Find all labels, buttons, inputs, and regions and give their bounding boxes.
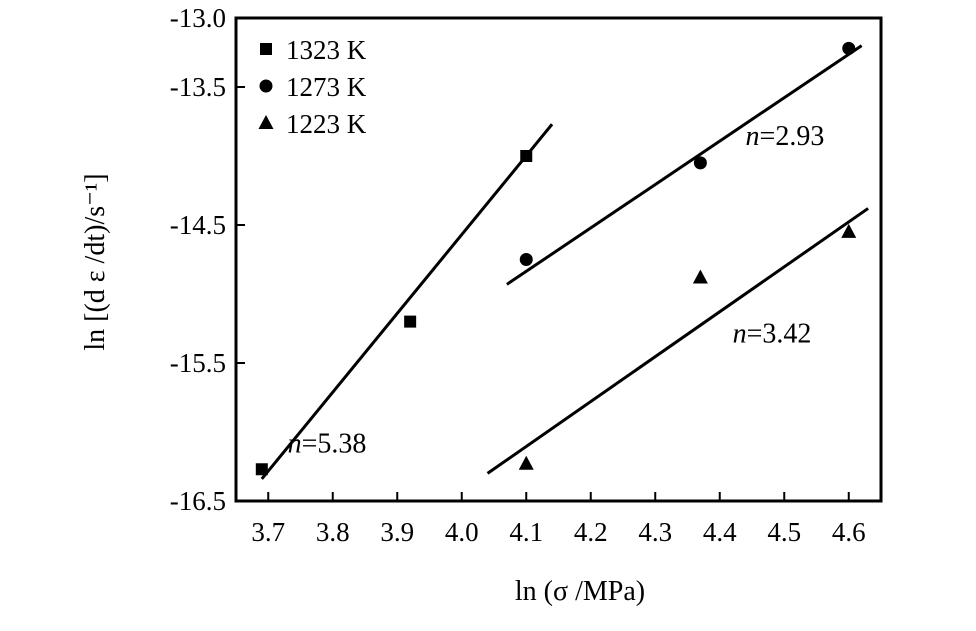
x-tick-label: 4.1 [509, 517, 543, 547]
data-point-triangle [518, 455, 534, 470]
data-point-square [404, 315, 417, 328]
y-tick-label: -13.5 [170, 72, 226, 102]
x-tick-label: 3.9 [380, 517, 414, 547]
data-point-circle [693, 156, 707, 170]
y-tick-label: -13.0 [170, 3, 226, 33]
slope-annotations: n=5.38n=2.93n=3.42 [288, 121, 825, 460]
slope-value: =2.93 [760, 121, 825, 152]
y-tick-label: -15.5 [170, 348, 226, 378]
y-axis-label: ln [(d ε /dt)/s⁻¹] [80, 173, 111, 350]
slope-value: =5.38 [302, 429, 367, 460]
data-point-square [520, 150, 533, 162]
slope-annotation: n=3.42 [733, 318, 812, 349]
x-axis-label: ln (σ /MPa) [515, 576, 645, 607]
legend: 1323 K 1273 K 1223 K [258, 35, 367, 139]
y-tick-label: -16.5 [170, 486, 226, 516]
slope-annotation: n=2.93 [746, 121, 825, 152]
legend-marker-circle [259, 79, 273, 93]
x-tick-label: 4.5 [767, 517, 801, 547]
legend-label: 1323 K [286, 35, 367, 65]
data-point-circle [842, 41, 856, 55]
slope-value: =3.42 [747, 318, 812, 349]
x-tick-label: 4.2 [574, 517, 608, 547]
x-tick-label: 4.4 [703, 517, 737, 547]
data-points [255, 41, 857, 476]
legend-marker-triangle [258, 115, 274, 129]
slope-symbol: n [288, 429, 302, 460]
fit-lines [260, 44, 869, 480]
data-point-square [255, 463, 268, 476]
x-tick-label: 3.7 [251, 517, 285, 547]
plot-frame [234, 16, 883, 503]
legend-label: 1273 K [286, 72, 367, 102]
x-tick-label: 4.3 [638, 517, 672, 547]
data-point-triangle [841, 223, 857, 238]
data-point-triangle [692, 269, 708, 284]
y-tick-label: -14.5 [170, 210, 226, 240]
data-point-circle [519, 253, 533, 266]
slope-annotation: n=5.38 [288, 429, 367, 460]
slope-symbol: n [733, 318, 747, 349]
axis-ticks: 3.7 3.8 3.9 4.0 4.1 4.2 4.3 4.4 4.5 4.6 -13.0 -13.5… [170, 3, 866, 547]
x-tick-label: 3.8 [316, 517, 350, 547]
x-tick-label: 4.6 [832, 517, 866, 547]
legend-label: 1223 K [286, 109, 367, 139]
fit-line-2 [506, 44, 863, 286]
legend-marker-square [260, 43, 272, 55]
slope-symbol: n [746, 121, 760, 152]
x-tick-label: 4.0 [445, 517, 479, 547]
fit-line-3 [486, 207, 869, 475]
fit-line-1 [260, 123, 554, 480]
